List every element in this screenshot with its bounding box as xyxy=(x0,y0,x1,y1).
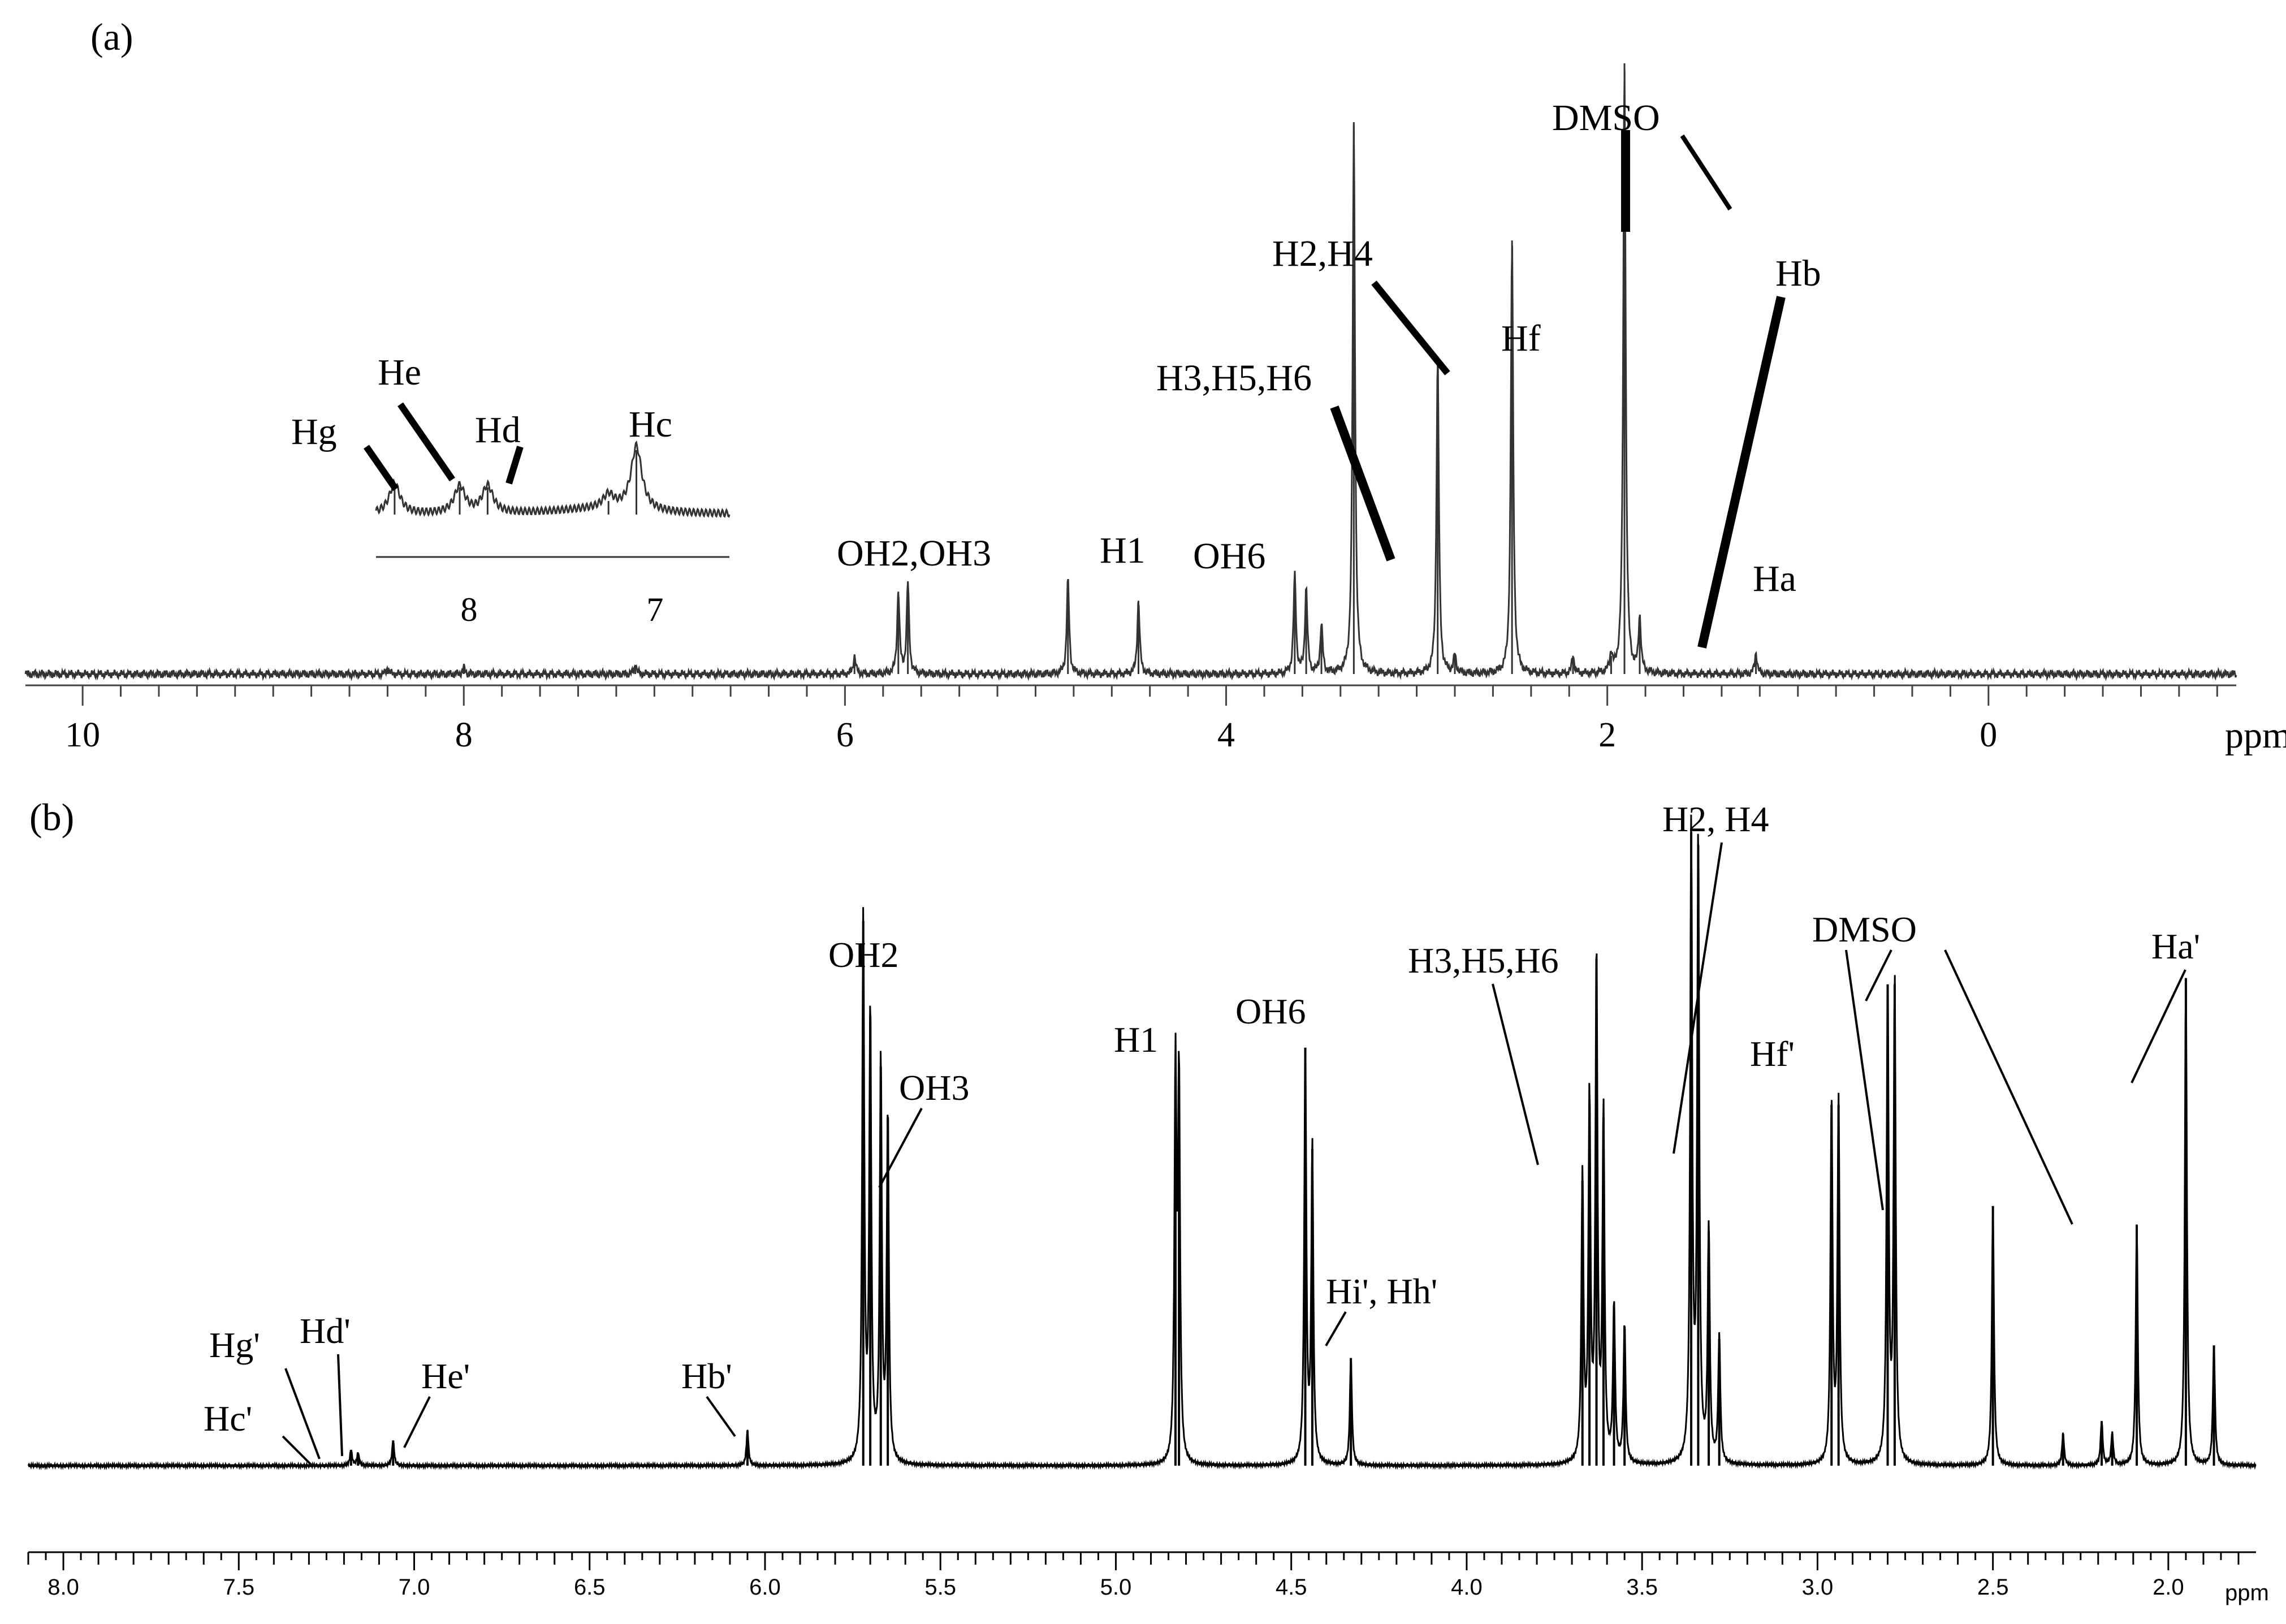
leader-b-13 xyxy=(1865,949,1892,1001)
annotation-a-8: Ha xyxy=(1753,558,1796,599)
annotation-b-3: He' xyxy=(421,1356,470,1396)
annotation-a-5: Hf xyxy=(1501,318,1541,359)
leader-b-1 xyxy=(282,1435,312,1466)
annotation-b-13: DMSO xyxy=(1812,909,1917,949)
x-unit-a: ppm xyxy=(2225,715,2286,756)
leader-a-3 xyxy=(1330,405,1395,562)
tick-label-a: 2 xyxy=(1598,716,1616,754)
leader-b-extra-13-0 xyxy=(1845,949,1884,1211)
leader-b-2 xyxy=(337,1354,343,1457)
panel-b-label: (b) xyxy=(29,796,74,839)
annotation-a-2: OH6 xyxy=(1193,535,1265,577)
annotation-a-3: H3,H5,H6 xyxy=(1156,357,1312,399)
leader-b-4 xyxy=(706,1396,736,1437)
panel-a-label: (a) xyxy=(90,15,133,58)
tick-label-b: 4.0 xyxy=(1451,1575,1483,1600)
tick-label-b: 6.5 xyxy=(574,1575,606,1600)
panel-a: (a) 10 8 6 4 2 0 ppm OH2,OH3 H1 OH6 H3,H5,H6 H2,H4 H… xyxy=(24,15,2286,756)
inset-leader-0 xyxy=(364,444,399,491)
annotation-a-1: H1 xyxy=(1100,530,1146,571)
annotation-a-4: H2,H4 xyxy=(1272,233,1373,274)
annotation-b-14: Ha' xyxy=(2151,926,2200,966)
annotation-b-2: Hd' xyxy=(300,1311,351,1351)
spectrum-b-trace xyxy=(27,814,2257,1471)
tick-label-b: 7.5 xyxy=(223,1575,254,1600)
tick-label-b: 5.0 xyxy=(1100,1575,1132,1600)
tick-label-a: 0 xyxy=(1980,716,1997,754)
leader-a-extra-6 xyxy=(1680,134,1732,211)
tick-label-b: 8.0 xyxy=(47,1575,79,1600)
x-unit-b: ppm xyxy=(2225,1580,2269,1605)
leader-b-3 xyxy=(403,1396,431,1448)
leader-a-7 xyxy=(1697,296,1786,649)
annotation-b-6: OH3 xyxy=(899,1068,969,1108)
annotation-b-1: Hc' xyxy=(204,1398,252,1439)
tick-label-b: 2.0 xyxy=(2153,1575,2184,1600)
inset-annotation-1: He xyxy=(378,352,421,393)
tick-label-b: 4.5 xyxy=(1276,1575,1307,1600)
annotation-a-6: DMSO xyxy=(1552,97,1660,139)
tick-label-b: 2.5 xyxy=(1977,1575,2009,1600)
leader-b-0 xyxy=(284,1368,321,1459)
panel-b: (b) 8.0 7.5 7.0 6.5 6.0 5.5 5.0 4.5 4.0 3.5 3.0 2.5… xyxy=(27,796,2269,1605)
leader-b-extra-13-1 xyxy=(1944,949,2073,1225)
inset-tick-label: 8 xyxy=(460,591,477,628)
annotation-a-7: Hb xyxy=(1775,253,1821,294)
annotation-a-0: OH2,OH3 xyxy=(837,533,991,574)
spectrum-a-trace xyxy=(24,69,2237,681)
inset-annotation-2: Hd xyxy=(475,409,521,451)
tick-label-b: 7.0 xyxy=(399,1575,430,1600)
annotation-b-7: H1 xyxy=(1114,1020,1158,1060)
tick-label-b: 5.5 xyxy=(924,1575,956,1600)
tick-label-b: 3.0 xyxy=(1802,1575,1834,1600)
annotation-b-12: Hf' xyxy=(1750,1034,1795,1074)
annotation-b-0: Hg' xyxy=(209,1325,260,1365)
annotation-b-9: Hi', Hh' xyxy=(1326,1271,1437,1311)
leader-b-14 xyxy=(2131,969,2186,1083)
tick-label-a: 10 xyxy=(65,716,100,754)
leader-b-10 xyxy=(1492,983,1539,1165)
tick-label-a: 4 xyxy=(1217,716,1235,754)
tick-label-b: 3.5 xyxy=(1626,1575,1658,1600)
annotation-b-5: OH2 xyxy=(828,935,898,975)
inset-leader-1 xyxy=(397,402,455,482)
inset-trace xyxy=(375,440,731,518)
leader-b-6 xyxy=(878,1108,923,1188)
leader-a-4 xyxy=(1371,280,1450,375)
tick-label-a: 8 xyxy=(455,716,473,754)
annotation-b-10: H3,H5,H6 xyxy=(1408,940,1559,981)
annotation-b-11: H2, H4 xyxy=(1662,799,1769,839)
leader-b-11 xyxy=(1673,842,1723,1154)
inset-annotation-0: Hg xyxy=(291,411,337,452)
inset-leader-2 xyxy=(505,446,524,485)
tick-label-b: 6.0 xyxy=(749,1575,781,1600)
leader-b-9 xyxy=(1325,1311,1347,1347)
annotation-b-8: OH6 xyxy=(1235,991,1306,1031)
inset-tick-label: 7 xyxy=(646,591,663,628)
tick-label-a: 6 xyxy=(836,716,854,754)
annotation-b-4: Hb' xyxy=(681,1356,732,1396)
inset-annotation-3: Hc xyxy=(629,404,672,445)
